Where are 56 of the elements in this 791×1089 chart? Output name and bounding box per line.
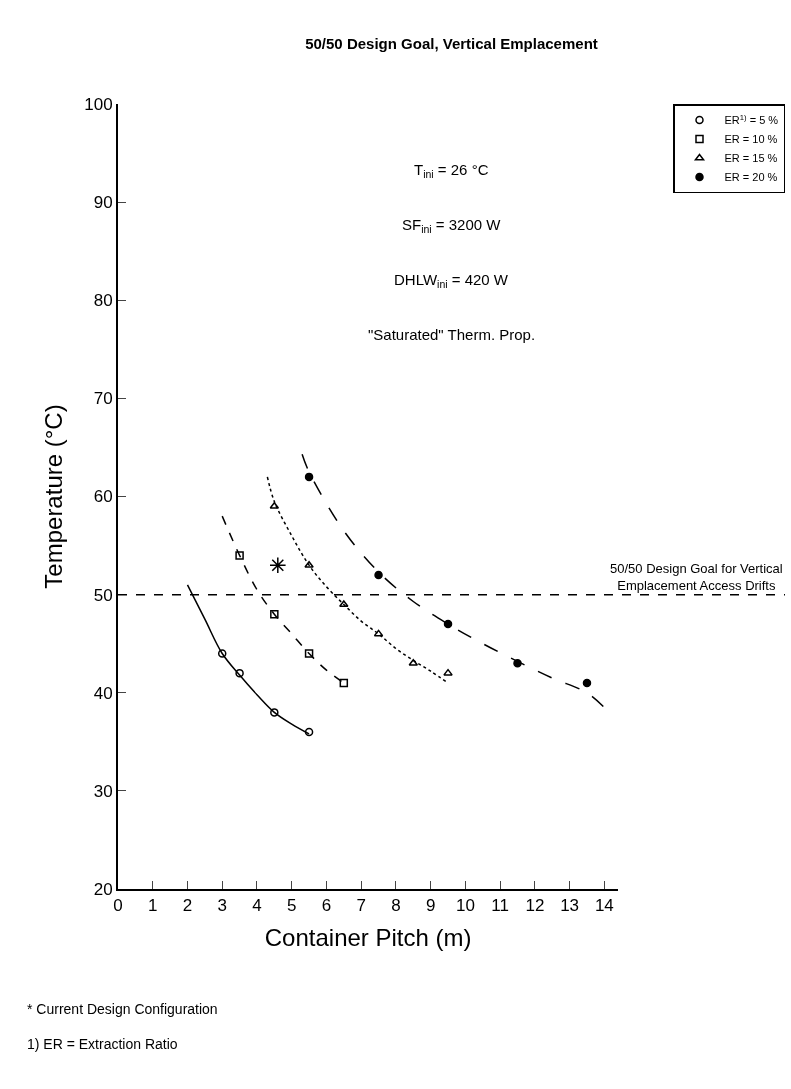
text: 1) ER = Extraction Ratio (27, 1036, 178, 1052)
x-tick-label: 5 (286, 896, 297, 916)
y-tick-label: 60 (93, 487, 113, 507)
point (304, 727, 314, 737)
y-tick-label: 70 (93, 389, 113, 409)
annotation: DHLW$_{ini}$ = 420 W (394, 271, 509, 291)
y-tick-label: 100 (84, 94, 113, 114)
point (235, 668, 244, 678)
point (443, 619, 453, 629)
x-tick-label: 6 (321, 896, 332, 916)
y-tick-label: 30 (93, 781, 113, 801)
point (373, 629, 384, 637)
annotation: "Saturated" Therm. Prop. (368, 326, 536, 343)
legend-label: ER = 15 % (724, 152, 778, 165)
x-tick-label: 3 (217, 896, 227, 916)
x-tick-label: 1 (148, 896, 158, 916)
point (304, 649, 314, 658)
line-series (301, 453, 606, 709)
y-axis-title: Temperature (°C) (39, 404, 67, 589)
legend-label: ER = 10 % (724, 133, 778, 146)
x-tick-label: 12 (525, 896, 545, 916)
legend-label: ER$^{1)}$ = 5 % (724, 112, 779, 127)
x-tick-label: 8 (391, 896, 401, 916)
x-tick-label: 4 (252, 896, 262, 916)
legend-label: ER = 20 % (724, 171, 778, 184)
annotation: T$_{ini}$ = 26 °C (414, 161, 489, 181)
point (374, 570, 383, 580)
point (304, 472, 314, 482)
text: * Current Design Configuration (27, 1001, 218, 1017)
point (443, 668, 453, 676)
chart-title: 50/50 Design Goal, Vertical Emplacement (305, 34, 598, 52)
annotation: SF$_{ini}$ = 3200 W (402, 216, 502, 236)
x-tick-label: 7 (356, 896, 366, 916)
point (339, 678, 349, 688)
ref-line-label: 50/50 Design Goal for Vertical Emplacement Access Drifts (610, 561, 783, 593)
x-axis-title: Container Pitch (m) (264, 924, 472, 952)
x-tick-label: 11 (491, 896, 509, 916)
point (270, 610, 279, 619)
point (235, 551, 244, 560)
x-tick-label: 9 (425, 896, 436, 916)
x-tick-label: 2 (182, 896, 193, 916)
point (270, 708, 279, 717)
y-tick-label: 50 (93, 585, 113, 605)
y-tick-label: 90 (93, 193, 113, 213)
point (217, 649, 227, 658)
point (582, 678, 592, 688)
point (269, 556, 287, 574)
point (304, 560, 314, 568)
y-tick-label: 20 (93, 879, 113, 899)
x-tick-label: 13 (560, 896, 580, 916)
point (339, 600, 349, 607)
y-tick-label: 80 (93, 291, 113, 311)
x-tick-label: 14 (594, 896, 614, 916)
y-tick-label: 40 (93, 683, 113, 703)
x-tick-label: 0 (113, 896, 123, 916)
x-tick-label: 10 (455, 896, 475, 916)
